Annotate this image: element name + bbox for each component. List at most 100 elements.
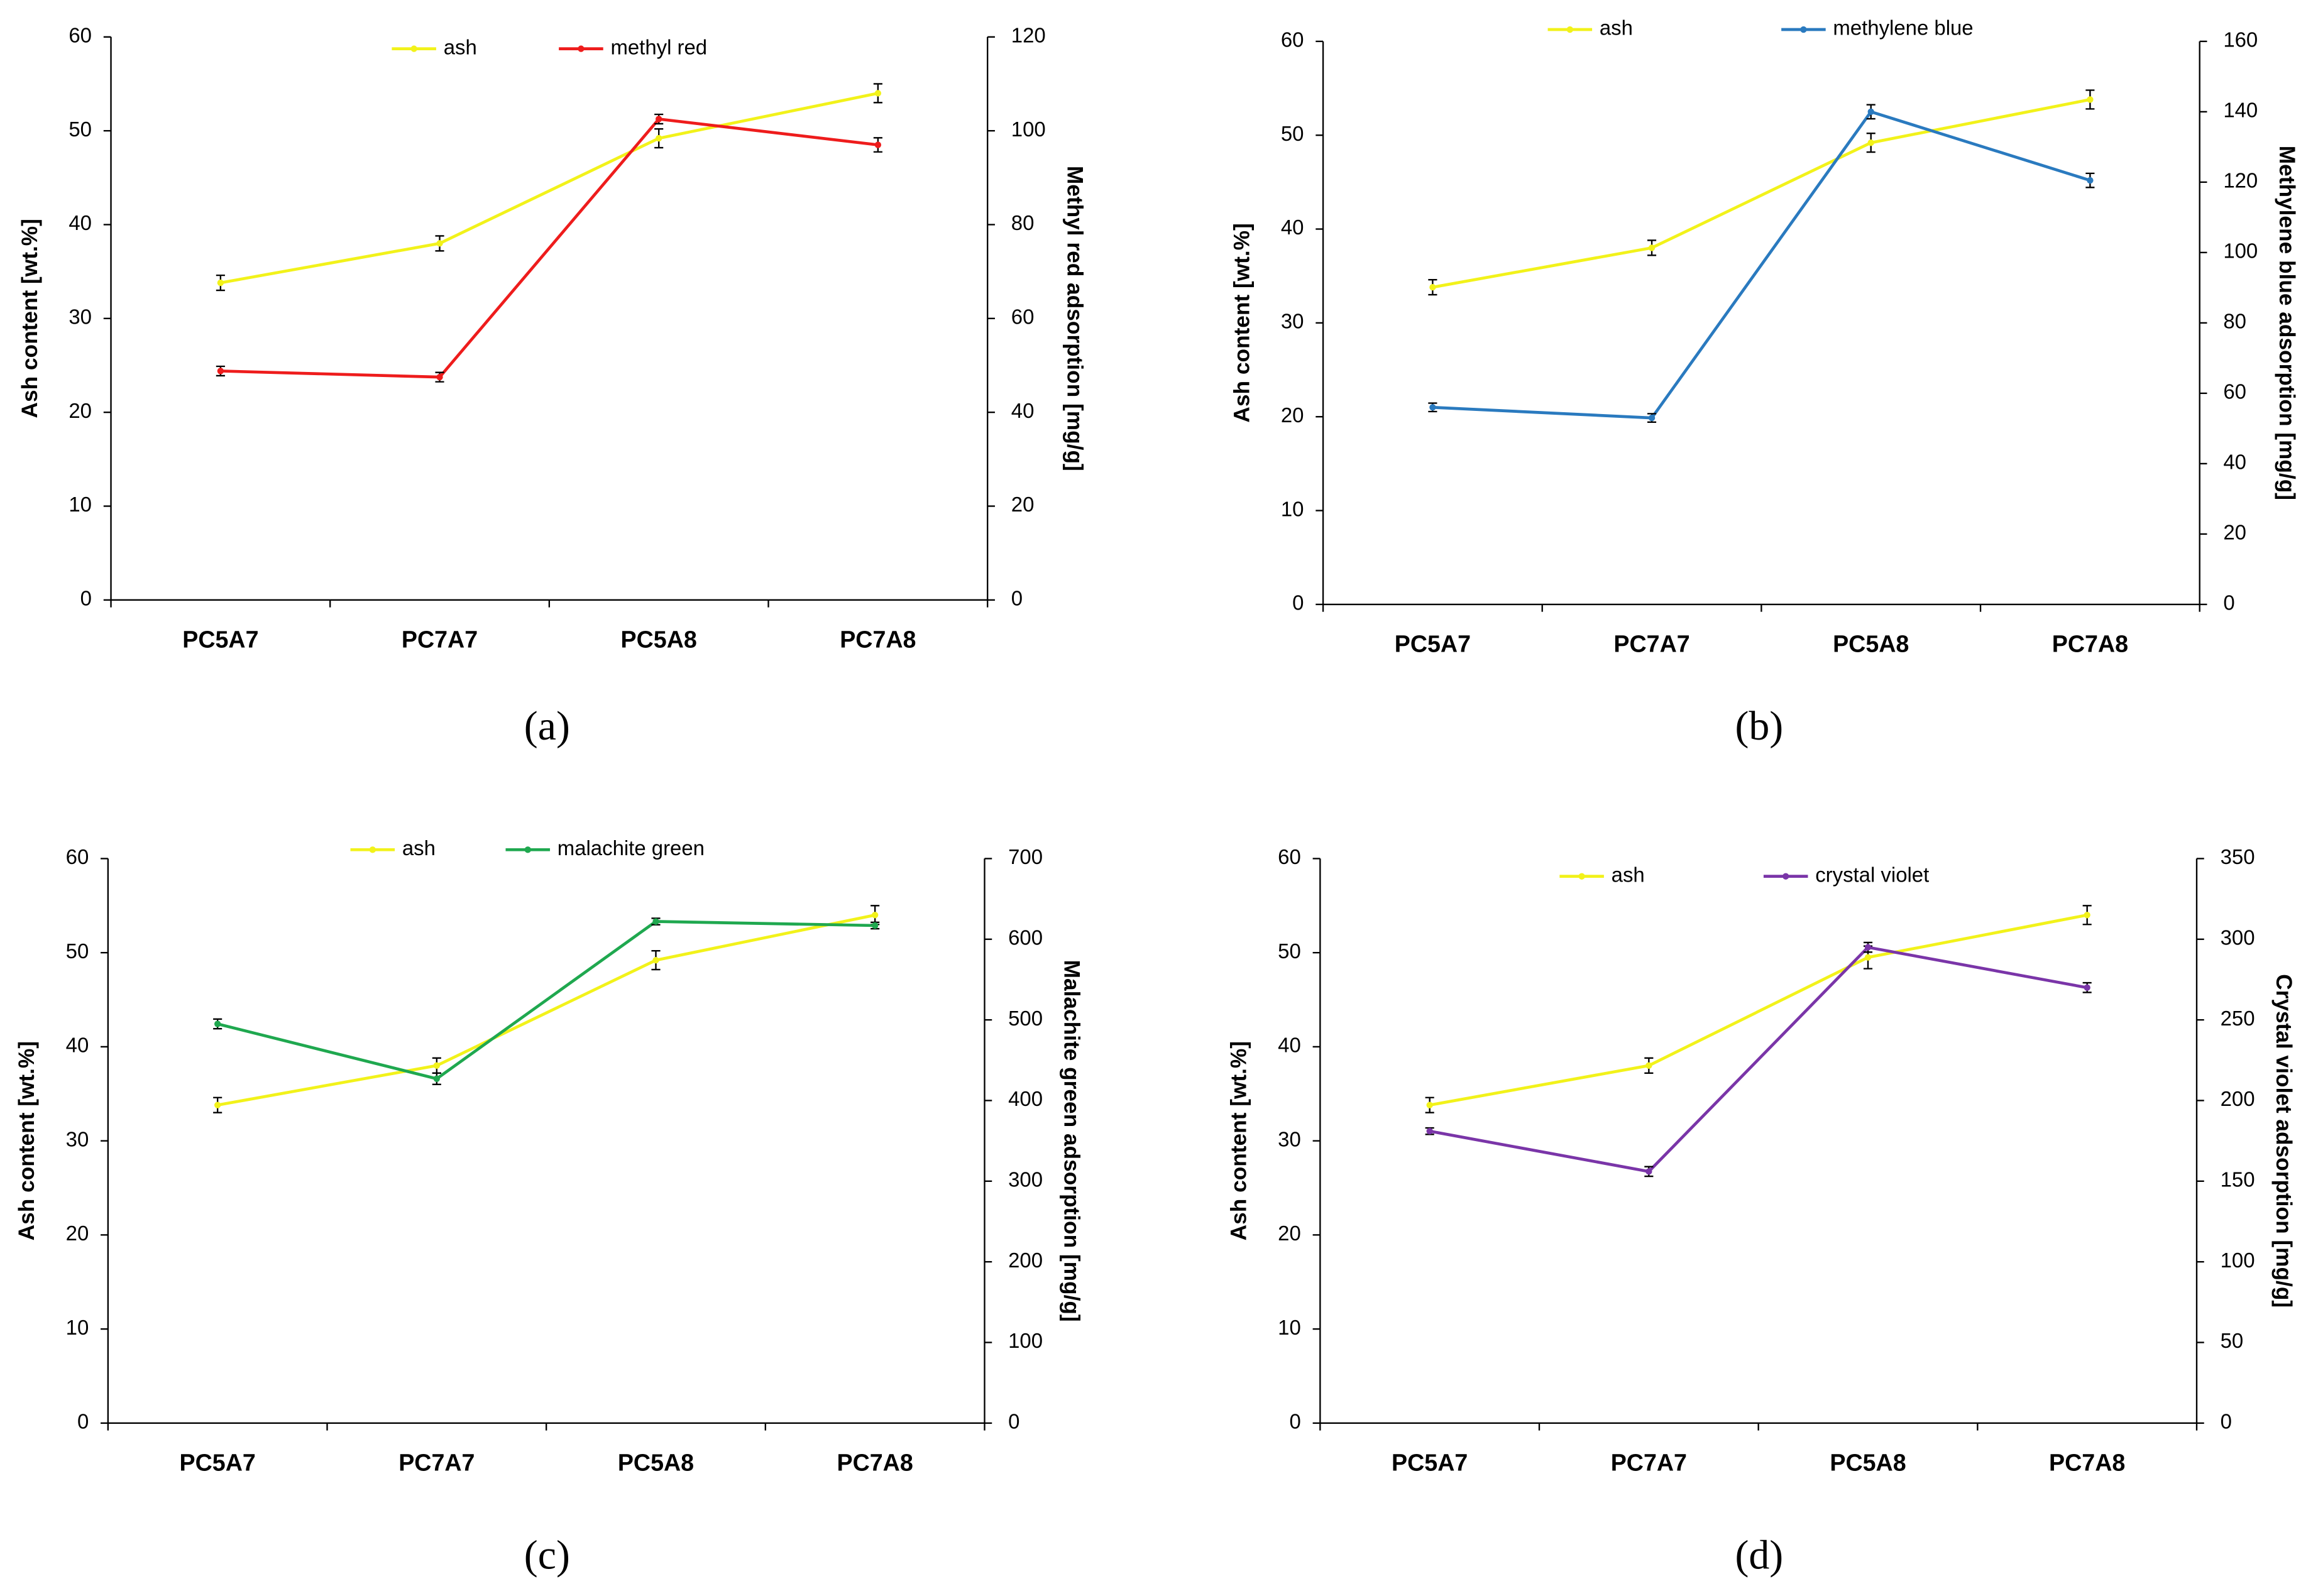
legend-label: ash [444,35,477,58]
y2-tick-label: 600 [1008,926,1043,949]
y-tick-label: 20 [69,399,92,422]
y-tick-label: 60 [69,23,92,46]
y-tick-label: 0 [80,587,92,610]
legend-label: methyl red [610,35,707,58]
y-tick-label: 30 [1281,310,1304,333]
series-line [1432,98,2090,289]
x-tick-label: PC5A7 [1395,631,1471,657]
y-tick-label: 40 [69,211,92,234]
panel: 01020304050600100200300400500600700PC5A7… [14,836,1084,1578]
point [1864,944,1872,951]
y2-tick-label: 350 [2221,845,2255,868]
x-tick-label: PC7A8 [2052,631,2128,657]
legend-marker [1578,873,1585,880]
legend-marker [578,45,585,52]
point [874,90,882,97]
y-tick-label: 40 [66,1034,89,1057]
point [214,1101,221,1108]
point [1864,954,1872,961]
y-tick-label: 50 [1278,939,1301,963]
x-tick-label: PC5A7 [180,1450,256,1476]
point [1429,404,1436,411]
x-tick-label: PC5A8 [621,626,697,653]
y2-axis-title: Methylene blue adsorption [mg/g] [2275,146,2299,500]
y-tick-label: 0 [77,1410,89,1433]
y2-tick-label: 160 [2223,28,2258,52]
y-tick-label: 20 [1278,1222,1301,1245]
x-tick-label: PC5A8 [618,1450,694,1476]
y2-tick-label: 50 [2221,1329,2244,1352]
y2-tick-label: 0 [2221,1410,2232,1433]
x-tick-label: PC7A8 [2049,1450,2125,1476]
series-line [1429,913,2088,1107]
point [2087,177,2094,184]
panel-label: (c) [524,1532,570,1578]
y-tick-label: 40 [1278,1034,1301,1057]
y2-tick-label: 400 [1008,1087,1043,1110]
y2-tick-label: 100 [1011,118,1046,141]
series-line [1429,946,2088,1173]
legend-marker [1800,26,1807,33]
point [214,1020,221,1027]
x-tick-label: PC5A7 [182,626,258,653]
y2-tick-label: 300 [2221,926,2255,949]
y2-tick-label: 150 [2221,1168,2255,1191]
y-tick-label: 30 [1278,1127,1301,1151]
panel: 0 10 20 30 40 50 60 0 50 100 150 200 250 300 350 PC5A7 P… [1227,845,2296,1578]
y2-tick-label: 700 [1008,845,1043,868]
point [652,956,659,964]
point [1867,139,1874,146]
y-tick-label: 60 [1281,28,1304,52]
panel-label: (a) [524,703,570,749]
point [656,116,662,123]
point [871,912,879,919]
point [436,373,443,381]
y2-tick-label: 100 [2223,239,2258,263]
point [1648,244,1656,251]
y2-axis-title: Methyl red adsorption [mg/g] [1062,166,1087,471]
y2-tick-label: 500 [1008,1007,1043,1030]
series-line [220,117,879,379]
legend-marker [1566,26,1573,33]
point [217,368,224,374]
y-axis-title: Ash content [wt.%] [1229,223,1254,422]
y-tick-label: 60 [1278,845,1301,868]
legend-marker [1782,873,1789,880]
series-line [217,920,876,1081]
y2-tick-label: 60 [2223,380,2246,403]
y-axis-title: Ash content [wt.%] [1227,1041,1251,1240]
x-tick-label: PC5A8 [1830,1450,1906,1476]
legend-label: malachite green [558,836,705,860]
y2-tick-label: 200 [2221,1087,2255,1110]
y-tick-label: 40 [1281,216,1304,239]
legend-label: crystal violet [1815,863,1929,886]
y-tick-label: 50 [69,118,92,141]
y2-tick-label: 200 [1008,1249,1043,1272]
point [1867,108,1874,116]
y-tick-label: 10 [1278,1316,1301,1339]
legend-label: ash [1612,863,1645,886]
point [217,279,224,287]
point [1426,1128,1433,1135]
y2-tick-label: 40 [2223,451,2246,474]
x-tick-label: PC7A7 [1613,631,1689,657]
panel: 0 10 20 30 40 50 60 0 20 40 60 80 100 120 140 160 PC5A7 P… [1229,16,2299,749]
panel: 0 10 20 30 40 50 60 0 20 40 60 80 100 120 PC5A7 PC7A7 PC… [18,23,1087,748]
series-line [220,92,879,285]
y2-tick-label: 20 [2223,521,2246,544]
y2-tick-label: 20 [1011,493,1035,516]
point [874,141,882,148]
point [2084,984,2090,991]
y-tick-label: 20 [1281,403,1304,427]
x-tick-label: PC5A8 [1833,631,1909,657]
y2-tick-label: 140 [2223,99,2258,122]
y2-tick-label: 0 [1008,1410,1019,1433]
point [2084,912,2090,919]
point [871,922,879,929]
y-tick-label: 50 [66,939,89,963]
y-tick-label: 30 [69,305,92,329]
y-axis-title: Ash content [wt.%] [14,1041,39,1240]
y2-tick-label: 60 [1011,305,1035,329]
point [2087,96,2094,103]
